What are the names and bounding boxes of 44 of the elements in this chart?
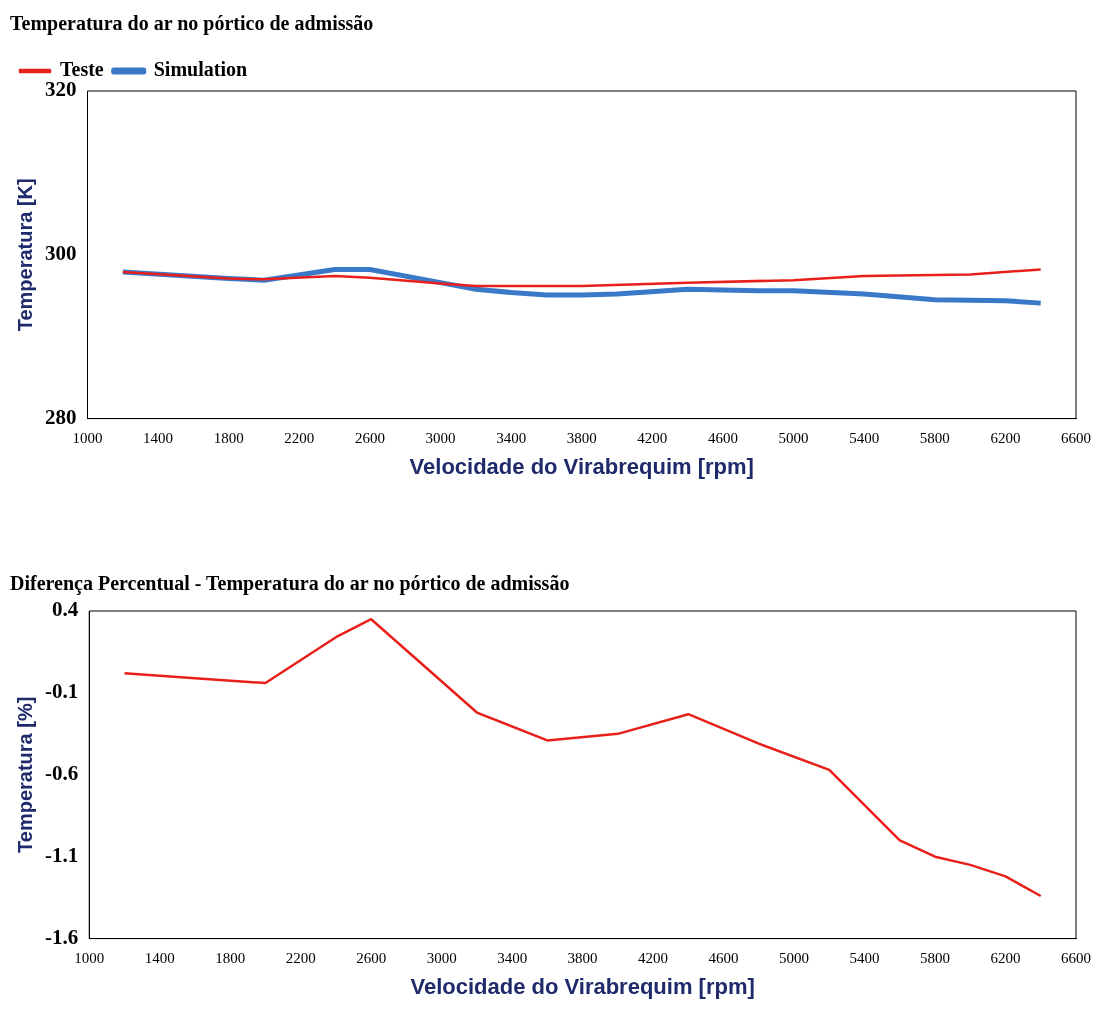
y-tick-label: -0.1 (44, 679, 79, 704)
x-tick-label: 4600 (707, 429, 738, 446)
x-tick-label: 3000 (426, 949, 457, 966)
x-tick-label: 6600 (1061, 949, 1091, 966)
y-tick-label: 280 (45, 405, 77, 430)
x-tick-label: 2600 (354, 429, 385, 446)
x-axis-title: Velocidade do Virabrequim [rpm] (410, 973, 755, 999)
y-tick-label: -0.6 (44, 761, 79, 786)
chart-title: Diferença Percentual - Temperatura do ar no pórtico de admissão (10, 572, 570, 596)
x-axis-title: Velocidade do Virabrequim [rpm] (409, 453, 754, 479)
x-tick-label: 5800 (919, 429, 950, 446)
x-tick-label: 2200 (285, 949, 316, 966)
y-tick-label: 0.4 (51, 597, 79, 622)
x-tick-label: 5400 (849, 429, 880, 446)
x-tick-label: 3000 (425, 429, 456, 446)
y-tick-label: -1.1 (44, 843, 79, 868)
x-tick-label: 1800 (213, 429, 244, 446)
y-axis-title: Temperatura [%] (13, 696, 36, 853)
x-tick-label: 6600 (1061, 429, 1091, 446)
x-tick-label: 3800 (567, 949, 598, 966)
y-tick-label: 300 (45, 241, 77, 266)
x-tick-label: 1400 (144, 949, 175, 966)
x-tick-label: 6200 (990, 429, 1021, 446)
x-tick-label: 4200 (638, 949, 669, 966)
x-tick-label: 4200 (637, 429, 668, 446)
x-tick-label: 5400 (849, 949, 880, 966)
x-tick-label: 6200 (990, 949, 1021, 966)
x-tick-label: 5800 (920, 949, 951, 966)
x-tick-label: 3800 (566, 429, 597, 446)
x-tick-label: 5000 (778, 429, 809, 446)
x-tick-label: 1000 (74, 949, 105, 966)
x-tick-label: 2200 (284, 429, 315, 446)
x-tick-label: 2600 (356, 949, 387, 966)
y-tick-label: -1.6 (44, 925, 79, 950)
legend-label: Simulation (153, 58, 248, 81)
y-axis-title: Temperatura [K] (13, 178, 36, 332)
x-tick-label: 3400 (496, 429, 527, 446)
chart-title: Temperatura do ar no pórtico de admissão (10, 12, 374, 36)
x-tick-label: 1000 (72, 429, 103, 446)
x-tick-label: 3400 (497, 949, 528, 966)
x-tick-label: 4600 (708, 949, 739, 966)
x-tick-label: 5000 (779, 949, 810, 966)
x-tick-label: 1800 (215, 949, 246, 966)
x-tick-label: 1400 (143, 429, 174, 446)
